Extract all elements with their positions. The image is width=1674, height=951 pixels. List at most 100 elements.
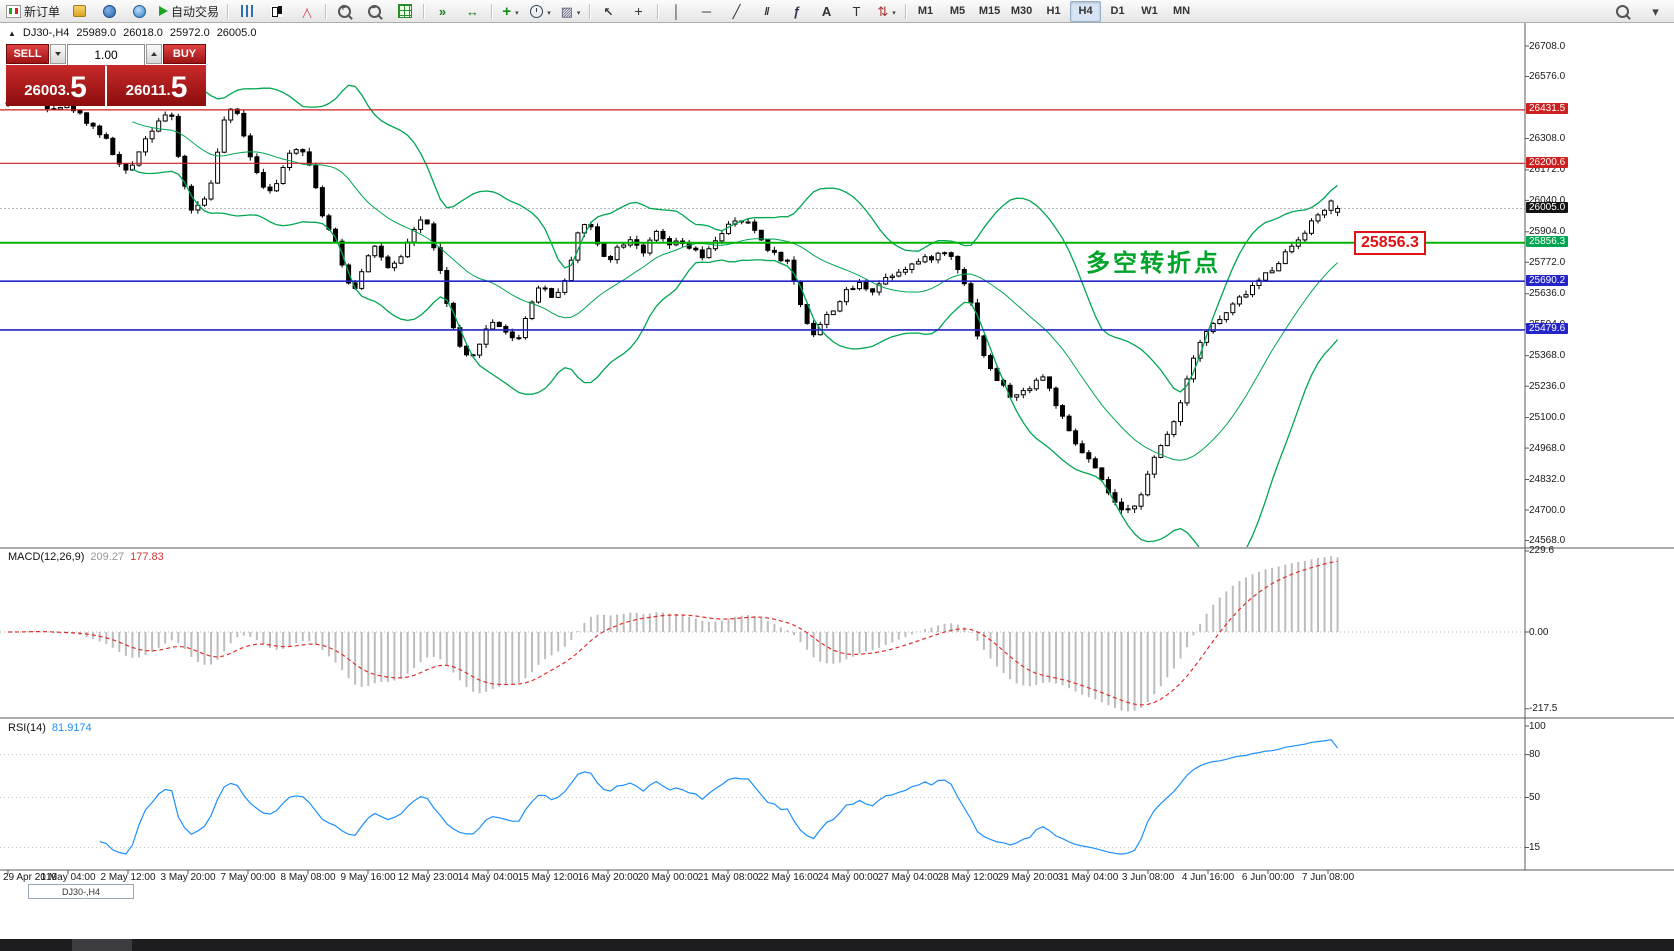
- macd-label: MACD(12,26,9) 209.27 177.83: [8, 551, 164, 563]
- profile-icon: [103, 4, 117, 18]
- auto-scroll-button[interactable]: [428, 1, 457, 22]
- autotrade-button[interactable]: 自动交易: [155, 1, 223, 22]
- cursor-button[interactable]: [594, 1, 623, 22]
- community-icon: [133, 4, 147, 18]
- one-click-trading-panel: SELL BUY 26003.5 26011.5: [6, 44, 206, 106]
- arrows-button[interactable]: [872, 1, 901, 22]
- taskbar-item[interactable]: [72, 939, 132, 951]
- community-button[interactable]: [125, 1, 154, 22]
- channel-icon: [764, 4, 768, 18]
- chevron-down-icon: [514, 4, 519, 18]
- bar-chart-icon: [240, 5, 253, 17]
- toolbar-overflow-button[interactable]: [1641, 1, 1670, 22]
- profile-button[interactable]: [95, 1, 124, 22]
- chevron-down-icon: [891, 4, 896, 18]
- toolbar-separator: [227, 3, 229, 19]
- ohlc-close: 26005.0: [216, 27, 257, 39]
- toolbar-separator: [491, 3, 493, 19]
- volume-increase-button[interactable]: [146, 44, 162, 64]
- timeframe-mn-button[interactable]: MN: [1172, 5, 1191, 17]
- label-button[interactable]: [842, 1, 871, 22]
- auto-scroll-icon: [439, 5, 446, 18]
- arrows-icon: [877, 5, 888, 18]
- timeframe-d1-button[interactable]: D1: [1110, 5, 1125, 17]
- toolbar-separator: [657, 3, 659, 19]
- macd-name: MACD(12,26,9): [8, 551, 85, 563]
- line-chart-icon: [303, 5, 311, 18]
- crosshair-button[interactable]: [624, 1, 653, 22]
- autotrade-play-icon: [159, 6, 169, 16]
- taskbar: [0, 939, 1674, 951]
- fibonacci-button[interactable]: [782, 1, 811, 22]
- toolbar-right: [1608, 1, 1670, 22]
- chevron-down-icon: [546, 4, 551, 18]
- sell-price[interactable]: 26003. 5: [6, 65, 105, 106]
- volume-input[interactable]: [67, 44, 145, 66]
- new-order-button[interactable]: 新订单: [2, 1, 64, 22]
- chart-window-tab[interactable]: DJ30-,H4: [28, 884, 134, 899]
- candlestick-chart-button[interactable]: [262, 1, 291, 22]
- price-level-tag: 25856.3: [1354, 231, 1426, 255]
- history-center-button[interactable]: [65, 1, 94, 22]
- ohlc-low: 25972.0: [169, 27, 210, 39]
- zoom-out-button[interactable]: [360, 1, 389, 22]
- indicators-button[interactable]: [496, 1, 525, 22]
- trendline-icon: [733, 5, 741, 18]
- timeframe-h4-button[interactable]: H4: [1070, 0, 1102, 22]
- toolbar-separator: [905, 3, 907, 19]
- ohlc-high: 26018.0: [123, 27, 163, 39]
- chart-shift-button[interactable]: [458, 1, 487, 22]
- timeframe-w1-button[interactable]: W1: [1141, 5, 1158, 17]
- toolbar-separator: [589, 3, 591, 19]
- cursor-icon: [604, 5, 614, 18]
- chart-symbol: DJ30-,H4: [22, 27, 70, 39]
- horizontal-line-button[interactable]: [692, 1, 721, 22]
- search-button[interactable]: [1608, 1, 1637, 22]
- buy-button[interactable]: BUY: [162, 44, 206, 64]
- toolbar-separator: [423, 3, 425, 19]
- indicators-icon: [502, 4, 511, 19]
- chevron-down-icon: [55, 52, 61, 56]
- volume-decrease-button[interactable]: [50, 44, 66, 64]
- tile-windows-button[interactable]: [390, 1, 419, 22]
- chart-shift-icon: [466, 5, 479, 18]
- timeframe-m15-button[interactable]: M15: [978, 5, 1001, 17]
- text-button[interactable]: [812, 1, 841, 22]
- ohlc-open: 25989.0: [76, 27, 117, 39]
- zoom-in-button[interactable]: [330, 1, 359, 22]
- vertical-line-button[interactable]: [662, 1, 691, 22]
- toolbar-separator: [325, 3, 327, 19]
- autotrade-label: 自动交易: [171, 4, 220, 19]
- timeframe-m30-button[interactable]: M30: [1010, 5, 1033, 17]
- periods-button[interactable]: [526, 1, 555, 22]
- buy-price[interactable]: 26011. 5: [107, 65, 206, 106]
- periods-clock-icon: [530, 4, 544, 18]
- templates-icon: [561, 5, 573, 18]
- rsi-label: RSI(14) 81.9174: [8, 722, 92, 734]
- zoom-out-icon: [368, 3, 382, 18]
- search-icon: [1616, 4, 1629, 18]
- trendline-button[interactable]: [722, 1, 751, 22]
- line-chart-button[interactable]: [292, 1, 321, 22]
- new-order-icon: [6, 4, 21, 18]
- history-center-icon: [73, 5, 87, 17]
- rsi-name: RSI(14): [8, 722, 46, 734]
- crosshair-icon: [634, 4, 642, 18]
- chevron-up-icon: [150, 52, 157, 56]
- zoom-in-icon: [338, 3, 352, 18]
- timeframe-m1-button[interactable]: M1: [917, 5, 934, 17]
- horizontal-line-icon: [702, 5, 711, 18]
- label-icon: [853, 5, 861, 18]
- sell-button[interactable]: SELL: [6, 44, 50, 64]
- macd-value: 209.27: [90, 551, 125, 563]
- main-toolbar: 新订单 自动交易: [0, 0, 1674, 23]
- text-icon: [822, 5, 831, 18]
- bar-chart-button[interactable]: [232, 1, 261, 22]
- channel-button[interactable]: [752, 1, 781, 22]
- timeframe-m5-button[interactable]: M5: [949, 5, 966, 17]
- timeframe-h1-button[interactable]: H1: [1046, 5, 1061, 17]
- templates-button[interactable]: [556, 1, 585, 22]
- chart-annotation-text: 多空转折点: [1086, 250, 1221, 277]
